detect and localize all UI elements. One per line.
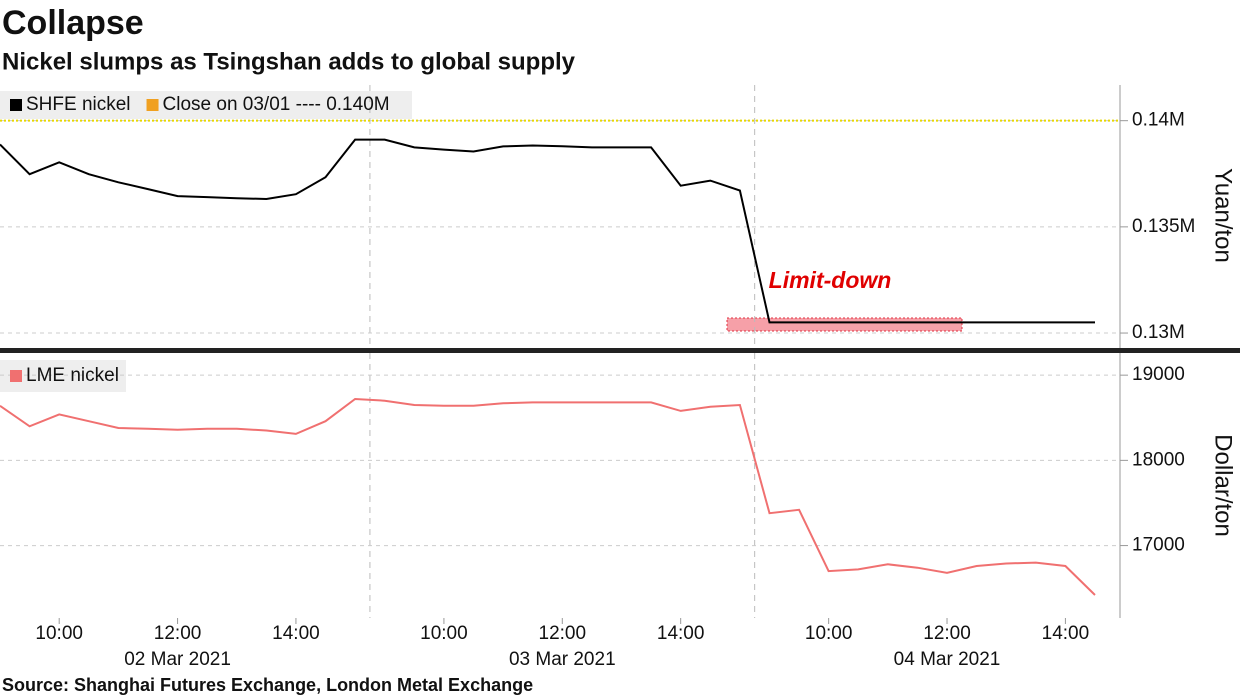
legend-swatch: [10, 370, 22, 382]
y-axis-label: Yuan/ton: [1210, 168, 1237, 263]
x-date-label: 03 Mar 2021: [509, 649, 616, 670]
y-axis-label: Dollar/ton: [1210, 434, 1237, 537]
chart-subtitle: Nickel slumps as Tsingshan adds to globa…: [2, 48, 576, 75]
x-tick-label: 14:00: [272, 623, 320, 644]
legend-label: LME nickel: [26, 365, 119, 386]
x-date-label: 02 Mar 2021: [124, 649, 231, 670]
legend-swatch: [10, 99, 22, 111]
line-series: [0, 397, 1096, 596]
legend-label: SHFE nickel: [26, 94, 131, 115]
chart-title: Collapse: [2, 4, 144, 42]
x-tick-label: 10:00: [420, 623, 468, 644]
x-tick-label: 12:00: [154, 623, 202, 644]
annotation: Limit-down: [769, 267, 892, 293]
legend-swatch: [146, 99, 159, 111]
source: Source: Shanghai Futures Exchange, Londo…: [2, 675, 533, 695]
panel-divider: [0, 348, 1240, 353]
x-tick-label: 12:00: [539, 623, 587, 644]
y-tick-label: 19000: [1132, 364, 1185, 385]
y-tick-label: 0.14M: [1132, 110, 1185, 131]
y-tick-label: 0.135M: [1132, 216, 1195, 237]
limit-down-box: [726, 317, 963, 332]
x-tick-label: 14:00: [657, 623, 705, 644]
y-tick-label: 17000: [1132, 535, 1185, 556]
legend-label: Close on 03/01 ---- 0.140M: [163, 94, 390, 115]
legend-box: [0, 91, 412, 119]
line-series: [0, 138, 1095, 324]
x-tick-label: 12:00: [923, 623, 971, 644]
x-tick-label: 10:00: [805, 623, 853, 644]
x-date-label: 04 Mar 2021: [894, 649, 1001, 670]
y-tick-label: 18000: [1132, 449, 1185, 470]
x-tick-label: 10:00: [35, 623, 83, 644]
x-tick-label: 14:00: [1042, 623, 1090, 644]
y-tick-label: 0.13M: [1132, 322, 1185, 343]
